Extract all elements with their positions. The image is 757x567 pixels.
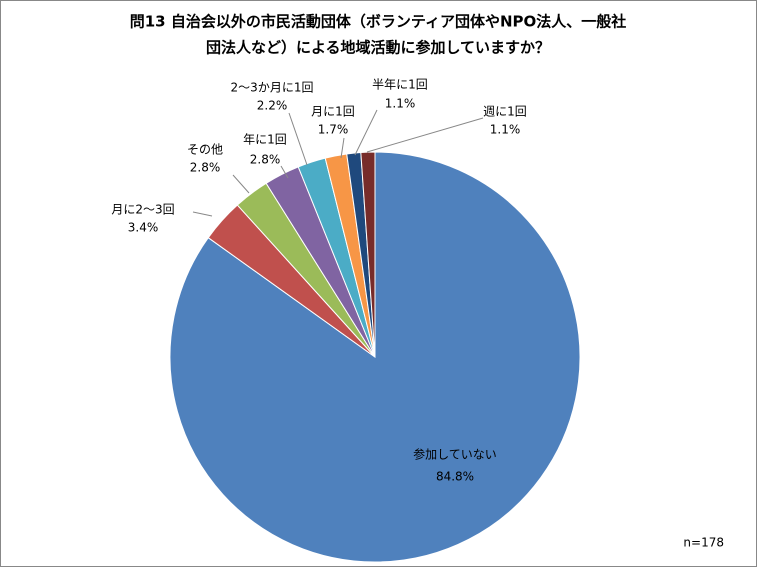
leader-line [280, 165, 289, 179]
slice-label: 2～3か月に1回 [231, 81, 314, 95]
slice-label: その他 [187, 143, 223, 157]
leader-line [232, 174, 250, 194]
chart-title: 問13 自治会以外の市民活動団体（ボランティア団体やNPO法人、一般社 [130, 13, 627, 31]
value-label: 2.2% [257, 99, 288, 113]
annotation: n=178 [683, 536, 724, 550]
leader-line [366, 117, 484, 153]
slice-label: 半年に1回 [372, 78, 428, 92]
value-label: 2.8% [190, 161, 221, 175]
value-label: 3.4% [128, 221, 159, 235]
chart-title: 団法人など）による地域活動に参加していますか？ [206, 39, 550, 57]
value-label: 1.1% [490, 123, 521, 137]
slice-label: 月に1回 [311, 105, 355, 119]
value-label: 2.8% [250, 153, 281, 167]
leader-line [354, 109, 378, 156]
value-label: 84.8% [436, 470, 474, 484]
leader-line [288, 112, 308, 166]
slice-label: 参加していない [413, 447, 497, 462]
leader-line [192, 211, 213, 217]
slice-label: 週に1回 [483, 105, 527, 119]
value-label: 1.1% [385, 97, 416, 111]
leader-line [340, 137, 345, 159]
slice-label: 年に1回 [243, 133, 287, 147]
value-label: 1.7% [318, 123, 349, 137]
slice-label: 月に2～3回 [111, 203, 174, 217]
